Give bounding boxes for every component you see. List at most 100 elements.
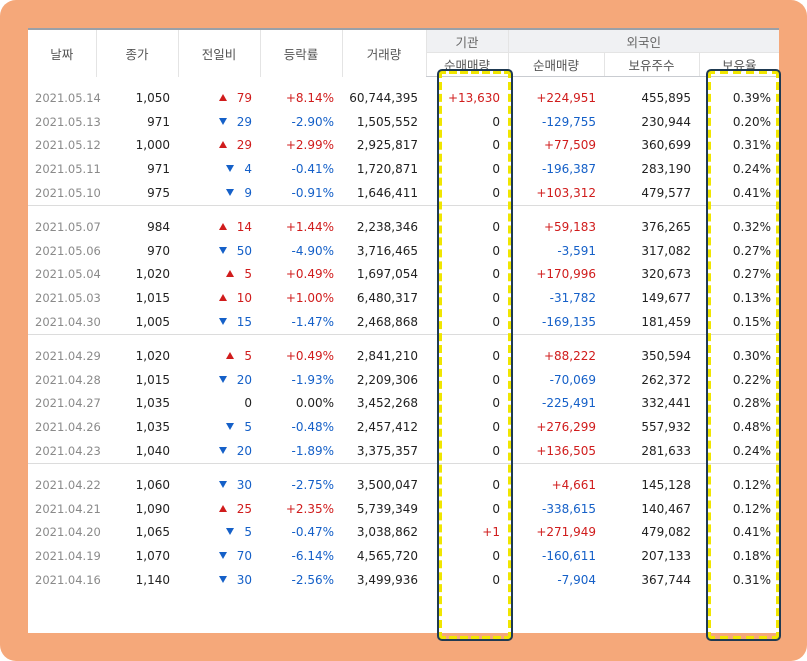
- change-value: 50: [236, 243, 252, 258]
- table-row: 2021.05.07 984 14 +1.44% 2,238,346 0 +59,183 37…: [28, 215, 779, 239]
- cell-volume: 3,500,047: [356, 477, 418, 492]
- cell-frgn-net: +88,222: [543, 348, 596, 363]
- cell-change: 5: [178, 263, 260, 287]
- triangle-down-icon: [218, 117, 227, 125]
- change-value: 5: [244, 420, 252, 435]
- cell-date: 2021.04.26: [35, 420, 101, 435]
- cell-frgn-net: +271,949: [536, 525, 596, 540]
- cell-frgn-ratio: 0.30%: [732, 348, 771, 363]
- cell-close: 1,005: [135, 315, 170, 330]
- cell-frgn-holdings: 230,944: [641, 114, 691, 129]
- cell-frgn-holdings: 360,699: [641, 138, 691, 153]
- cell-close: 1,000: [135, 138, 170, 153]
- triangle-down-icon: [218, 552, 227, 560]
- cell-frgn-holdings: 367,744: [641, 573, 691, 588]
- cell-frgn-net: -225,491: [542, 396, 596, 411]
- cell-change: 14: [178, 215, 260, 239]
- cell-frgn-ratio: 0.27%: [732, 267, 771, 282]
- cell-volume: 2,841,210: [356, 348, 418, 363]
- table-row: 2021.04.20 1,065 5 -0.47% 3,038,862 +1 +271,94…: [28, 521, 779, 545]
- cell-rate: 0.00%: [295, 396, 334, 411]
- change-value: 30: [236, 573, 252, 588]
- cell-inst-net: 0: [492, 291, 500, 306]
- cell-inst-net: 0: [492, 348, 500, 363]
- cell-date: 2021.04.23: [35, 444, 101, 459]
- cell-frgn-holdings: 207,133: [641, 549, 691, 564]
- cell-volume: 5,739,349: [356, 501, 418, 516]
- cell-close: 1,015: [135, 291, 170, 306]
- cell-rate: -1.93%: [291, 372, 334, 387]
- cell-frgn-holdings: 332,441: [641, 396, 691, 411]
- header-change: 전일비: [177, 28, 260, 77]
- header-frgn-ratio: 보유율: [698, 52, 779, 77]
- cell-frgn-holdings: 350,594: [641, 348, 691, 363]
- cell-frgn-ratio: 0.12%: [732, 501, 771, 516]
- cell-date: 2021.05.06: [35, 243, 101, 258]
- cell-frgn-holdings: 320,673: [641, 267, 691, 282]
- triangle-up-icon: [218, 93, 227, 101]
- cell-frgn-net: -169,135: [542, 315, 596, 330]
- cell-rate: -0.41%: [291, 162, 334, 177]
- cell-inst-net: +1: [482, 525, 500, 540]
- cell-frgn-holdings: 281,633: [641, 444, 691, 459]
- cell-frgn-holdings: 317,082: [641, 243, 691, 258]
- cell-frgn-ratio: 0.15%: [732, 315, 771, 330]
- cell-change: 15: [178, 310, 260, 334]
- table-row: 2021.05.04 1,020 5 +0.49% 1,697,054 0 +170,996…: [28, 263, 779, 287]
- cell-change: 5: [178, 415, 260, 439]
- cell-frgn-net: -31,782: [549, 291, 596, 306]
- change-value: 20: [236, 372, 252, 387]
- cell-frgn-ratio: 0.22%: [732, 372, 771, 387]
- cell-inst-net: 0: [492, 396, 500, 411]
- header-frgn-net: 순매매량: [507, 52, 604, 77]
- table-row: 2021.05.11 971 4 -0.41% 1,720,871 0 -196,387 28…: [28, 157, 779, 181]
- cell-inst-net: 0: [492, 444, 500, 459]
- cell-close: 975: [147, 186, 170, 201]
- cell-date: 2021.05.10: [35, 186, 101, 201]
- change-value: 0: [244, 396, 252, 411]
- triangle-down-icon: [226, 189, 235, 197]
- cell-close: 1,035: [135, 420, 170, 435]
- cell-frgn-net: +136,505: [536, 444, 596, 459]
- cell-inst-net: 0: [492, 477, 500, 492]
- table-row: 2021.04.27 1,035 0 0.00% 3,452,268 0 -225,491 3…: [28, 392, 779, 416]
- cell-frgn-holdings: 283,190: [641, 162, 691, 177]
- cell-frgn-ratio: 0.32%: [732, 219, 771, 234]
- cell-close: 971: [147, 114, 170, 129]
- cell-inst-net: 0: [492, 549, 500, 564]
- cell-close: 1,020: [135, 348, 170, 363]
- cell-inst-net: 0: [492, 501, 500, 516]
- triangle-up-icon: [226, 351, 235, 359]
- cell-change: 4: [178, 157, 260, 181]
- cell-rate: -6.14%: [291, 549, 334, 564]
- header-institution: 기관: [425, 28, 508, 53]
- cell-frgn-ratio: 0.18%: [732, 549, 771, 564]
- table-row: 2021.04.29 1,020 5 +0.49% 2,841,210 0 +88,222 3…: [28, 344, 779, 368]
- cell-volume: 3,038,862: [356, 525, 418, 540]
- cell-date: 2021.05.07: [35, 219, 101, 234]
- cell-volume: 1,646,411: [356, 186, 418, 201]
- cell-rate: -2.56%: [291, 573, 334, 588]
- cell-inst-net: 0: [492, 420, 500, 435]
- cell-frgn-net: -160,611: [542, 549, 596, 564]
- cell-frgn-net: +276,299: [536, 420, 596, 435]
- cell-inst-net: 0: [492, 186, 500, 201]
- cell-frgn-ratio: 0.24%: [732, 444, 771, 459]
- table-row: 2021.05.12 1,000 29 +2.99% 2,925,817 0 +77,509…: [28, 134, 779, 158]
- cell-change: 9: [178, 181, 260, 205]
- cell-change: 30: [178, 568, 260, 592]
- cell-rate: -0.47%: [291, 525, 334, 540]
- cell-change: 5: [178, 344, 260, 368]
- cell-close: 970: [147, 243, 170, 258]
- table-row: 2021.04.26 1,035 5 -0.48% 2,457,412 0 +276,299…: [28, 415, 779, 439]
- cell-change: 0: [178, 392, 260, 416]
- triangle-down-icon: [226, 528, 235, 536]
- triangle-up-icon: [218, 141, 227, 149]
- header-date: 날짜: [28, 28, 96, 77]
- cell-frgn-holdings: 479,082: [641, 525, 691, 540]
- cell-frgn-holdings: 262,372: [641, 372, 691, 387]
- cell-inst-net: 0: [492, 114, 500, 129]
- cell-change: 70: [178, 544, 260, 568]
- cell-date: 2021.04.29: [35, 348, 101, 363]
- header-foreigner: 외국인: [507, 28, 779, 53]
